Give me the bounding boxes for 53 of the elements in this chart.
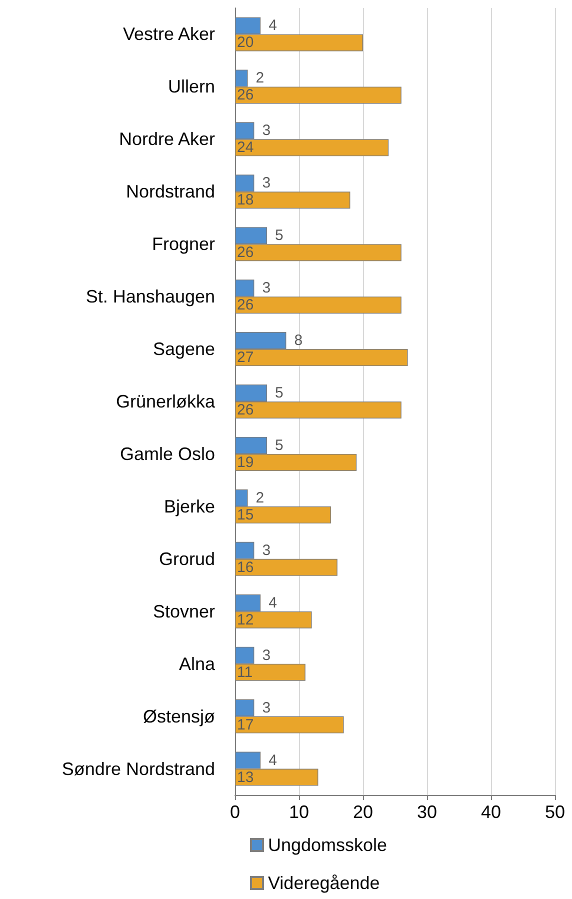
data-label: 8 <box>294 332 303 350</box>
data-label: 26 <box>237 244 254 262</box>
y-tick-label: Søndre Nordstrand <box>62 758 215 779</box>
data-label: 13 <box>237 768 254 786</box>
data-label: 24 <box>237 139 254 156</box>
data-label: 3 <box>262 699 271 716</box>
y-tick-label: Frogner <box>152 234 215 254</box>
data-label: 5 <box>275 436 284 454</box>
data-label: 3 <box>262 280 271 297</box>
y-tick-label: Nordre Aker <box>118 129 215 150</box>
data-label: 27 <box>237 349 254 366</box>
data-label: 15 <box>237 506 254 524</box>
data-label: 4 <box>268 752 277 769</box>
data-label: 4 <box>268 594 277 612</box>
legend-label: Ungdomsskole <box>268 835 388 855</box>
data-label: 17 <box>237 716 254 734</box>
data-label: 18 <box>237 192 254 209</box>
data-label: 16 <box>237 558 254 576</box>
data-label: 3 <box>262 122 271 140</box>
x-tick-label: 0 <box>230 802 240 822</box>
data-label: 12 <box>237 611 254 628</box>
y-tick-label: Sagene <box>152 339 215 360</box>
y-tick-label: Grorud <box>158 548 215 569</box>
data-label: 11 <box>237 664 253 681</box>
y-tick-label: Nordstrand <box>126 182 215 202</box>
x-tick-label: 50 <box>544 802 566 822</box>
y-tick-label: Ullern <box>168 76 215 97</box>
data-label: 3 <box>262 646 271 664</box>
y-tick-label: Stovner <box>152 601 215 622</box>
data-label: 19 <box>237 454 254 471</box>
data-label: 26 <box>237 296 254 314</box>
data-label: 5 <box>275 384 284 402</box>
y-tick-label: Grünerløkka <box>116 392 216 412</box>
data-label: 3 <box>262 174 271 192</box>
y-tick-label: Gamle Oslo <box>120 444 215 464</box>
x-tick-label: 40 <box>480 802 502 822</box>
y-tick-label: St. Hanshaugen <box>86 286 215 307</box>
x-tick-label: 20 <box>352 802 374 822</box>
data-label: 4 <box>268 17 277 34</box>
data-label: 5 <box>275 227 284 244</box>
legend-label: Videregående <box>268 873 380 893</box>
data-label: 3 <box>262 542 271 559</box>
data-label: 26 <box>237 86 254 104</box>
y-tick-label: Vestre Aker <box>122 24 215 44</box>
x-tick-label: 30 <box>416 802 438 822</box>
y-tick-label: Østensjø <box>142 706 215 726</box>
data-label: 26 <box>237 402 254 418</box>
data-label: 2 <box>256 70 264 87</box>
x-tick-label: 10 <box>288 802 310 822</box>
data-label: 20 <box>237 34 254 52</box>
y-tick-label: Bjerke <box>164 496 215 516</box>
y-tick-label: Alna <box>178 654 216 674</box>
data-label: 2 <box>256 489 264 506</box>
